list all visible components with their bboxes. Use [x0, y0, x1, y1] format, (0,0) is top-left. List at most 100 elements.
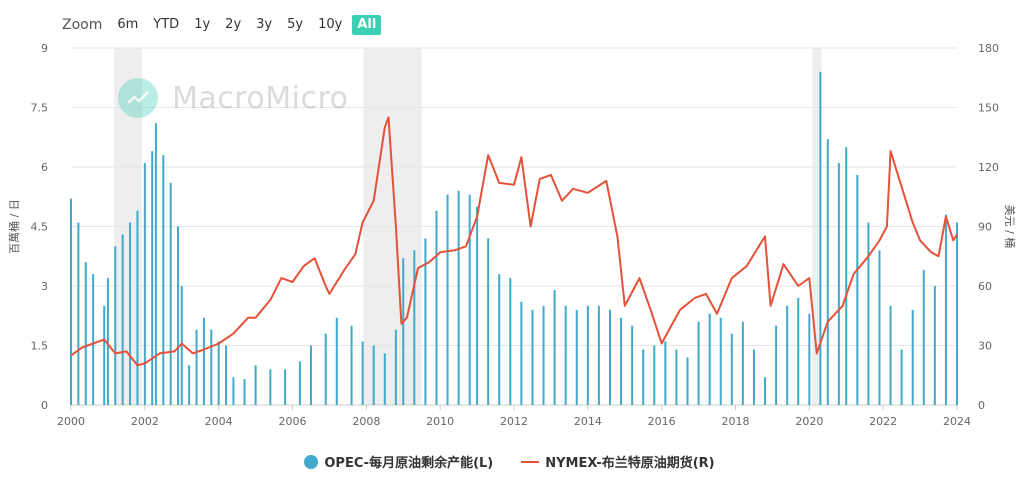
bar: [202, 317, 205, 405]
y-left-tick-6: 9: [41, 42, 48, 55]
bar: [531, 309, 534, 405]
macromicro-logo-icon: [118, 78, 158, 118]
zoom-label: Zoom: [62, 17, 103, 33]
watermark: MacroMicro: [118, 78, 349, 118]
bar: [575, 309, 578, 405]
bar: [324, 333, 327, 405]
bar: [697, 321, 700, 405]
bar: [269, 369, 272, 405]
bar: [686, 357, 689, 405]
legend-item-bars[interactable]: OPEC-每月原油剩余产能(L): [304, 452, 493, 471]
x-tick-4: 2008: [352, 415, 380, 428]
legend-item-line[interactable]: NYMEX-布兰特原油期货(R): [521, 452, 715, 471]
bar: [106, 278, 109, 405]
bar: [956, 222, 958, 405]
bar: [487, 238, 490, 405]
bar: [372, 345, 375, 405]
bar: [542, 305, 545, 405]
bar: [335, 317, 338, 405]
x-tick-2: 2004: [205, 415, 233, 428]
y-right-axis-title: 美元 / 桶: [1003, 205, 1017, 249]
bar: [520, 301, 523, 405]
bar: [361, 341, 364, 405]
x-tick-10: 2020: [795, 415, 823, 428]
bar: [741, 321, 744, 405]
y-right-tick-5: 150: [978, 102, 999, 115]
bar: [435, 210, 438, 405]
bar: [867, 222, 870, 405]
bar: [136, 210, 139, 405]
legend: OPEC-每月原油剩余产能(L) NYMEX-布兰特原油期货(R): [0, 452, 1019, 471]
bar: [169, 182, 172, 405]
bar: [243, 379, 246, 405]
zoom-button-10y[interactable]: 10y: [318, 17, 343, 32]
bar: [476, 206, 479, 405]
bar: [944, 214, 947, 405]
zoom-button-2y[interactable]: 2y: [225, 17, 242, 32]
bar: [77, 222, 80, 405]
zoom-bar: Zoom 6m YTD 1y 2y 3y 5y 10y All: [62, 14, 386, 36]
bar: [188, 365, 191, 405]
bar: [933, 286, 936, 405]
bar: [889, 305, 892, 405]
bar: [92, 274, 95, 405]
bar: [413, 250, 416, 405]
bar: [151, 151, 154, 405]
bar: [457, 190, 460, 405]
bar: [468, 194, 471, 405]
bar: [675, 349, 678, 405]
x-tick-7: 2014: [574, 415, 602, 428]
bar: [631, 325, 634, 405]
bar: [553, 289, 556, 405]
bar: [608, 309, 611, 405]
bar: [775, 325, 778, 405]
bar: [620, 317, 623, 405]
zoom-button-3y[interactable]: 3y: [256, 17, 273, 32]
bar: [752, 349, 755, 405]
bar: [922, 270, 925, 405]
bar: [642, 349, 645, 405]
bar: [129, 222, 132, 405]
y-right-tick-3: 90: [978, 221, 992, 234]
zoom-button-6m[interactable]: 6m: [117, 17, 139, 32]
bar: [708, 313, 711, 405]
legend-label-line: NYMEX-布兰特原油期货(R): [545, 456, 715, 471]
bar: [180, 286, 183, 405]
bar: [177, 226, 180, 405]
bar: [764, 377, 767, 405]
zoom-button-1y[interactable]: 1y: [194, 17, 211, 32]
bar: [254, 365, 257, 405]
bar: [217, 341, 220, 405]
zoom-button-ytd[interactable]: YTD: [153, 17, 180, 32]
y-left-tick-0: 0: [41, 399, 48, 412]
y-left-tick-4: 6: [41, 161, 48, 174]
bar: [103, 305, 106, 405]
y-right-tick-4: 120: [978, 161, 999, 174]
bar: [564, 305, 567, 405]
zoom-button-5y[interactable]: 5y: [287, 17, 304, 32]
bar: [509, 278, 512, 405]
watermark-text: MacroMicro: [172, 80, 349, 116]
brent-price-line: [70, 116, 958, 367]
bar: [819, 71, 822, 406]
x-tick-3: 2006: [279, 415, 307, 428]
bar: [70, 198, 72, 405]
zoom-button-all[interactable]: All: [352, 15, 382, 35]
x-tick-5: 2010: [426, 415, 454, 428]
bar: [808, 313, 811, 405]
bar: [856, 174, 859, 405]
y-left-tick-1: 1.5: [31, 340, 49, 353]
x-tick-12: 2024: [943, 415, 971, 428]
bar: [664, 341, 667, 405]
bar: [719, 317, 722, 405]
bar: [900, 349, 903, 405]
bar: [309, 345, 312, 405]
bar: [143, 163, 146, 405]
legend-line-marker-icon: [521, 460, 540, 463]
legend-bar-marker-icon: [304, 454, 319, 469]
bar: [225, 345, 228, 405]
bar: [210, 329, 213, 405]
x-tick-6: 2012: [500, 415, 528, 428]
bar: [298, 361, 301, 405]
